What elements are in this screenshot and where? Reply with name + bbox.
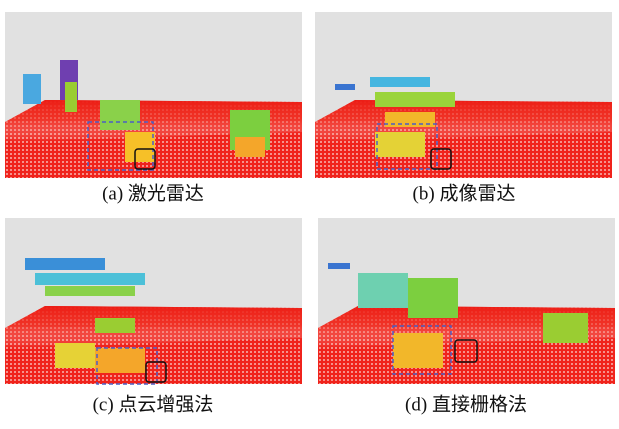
caption: (d) 直接栅格法 (405, 393, 527, 415)
figure: (a) 激光雷达 (b) 成像雷达 (c) 点云增强法 (d) 直接栅格法 (0, 0, 619, 429)
caption: (b) 成像雷达 (413, 182, 516, 204)
caption: (c) 点云增强法 (93, 393, 214, 415)
panel-image (5, 218, 302, 384)
panel-image (315, 12, 612, 178)
panel-image (5, 12, 302, 178)
panel-image (318, 218, 615, 384)
caption: (a) 激光雷达 (102, 182, 204, 204)
